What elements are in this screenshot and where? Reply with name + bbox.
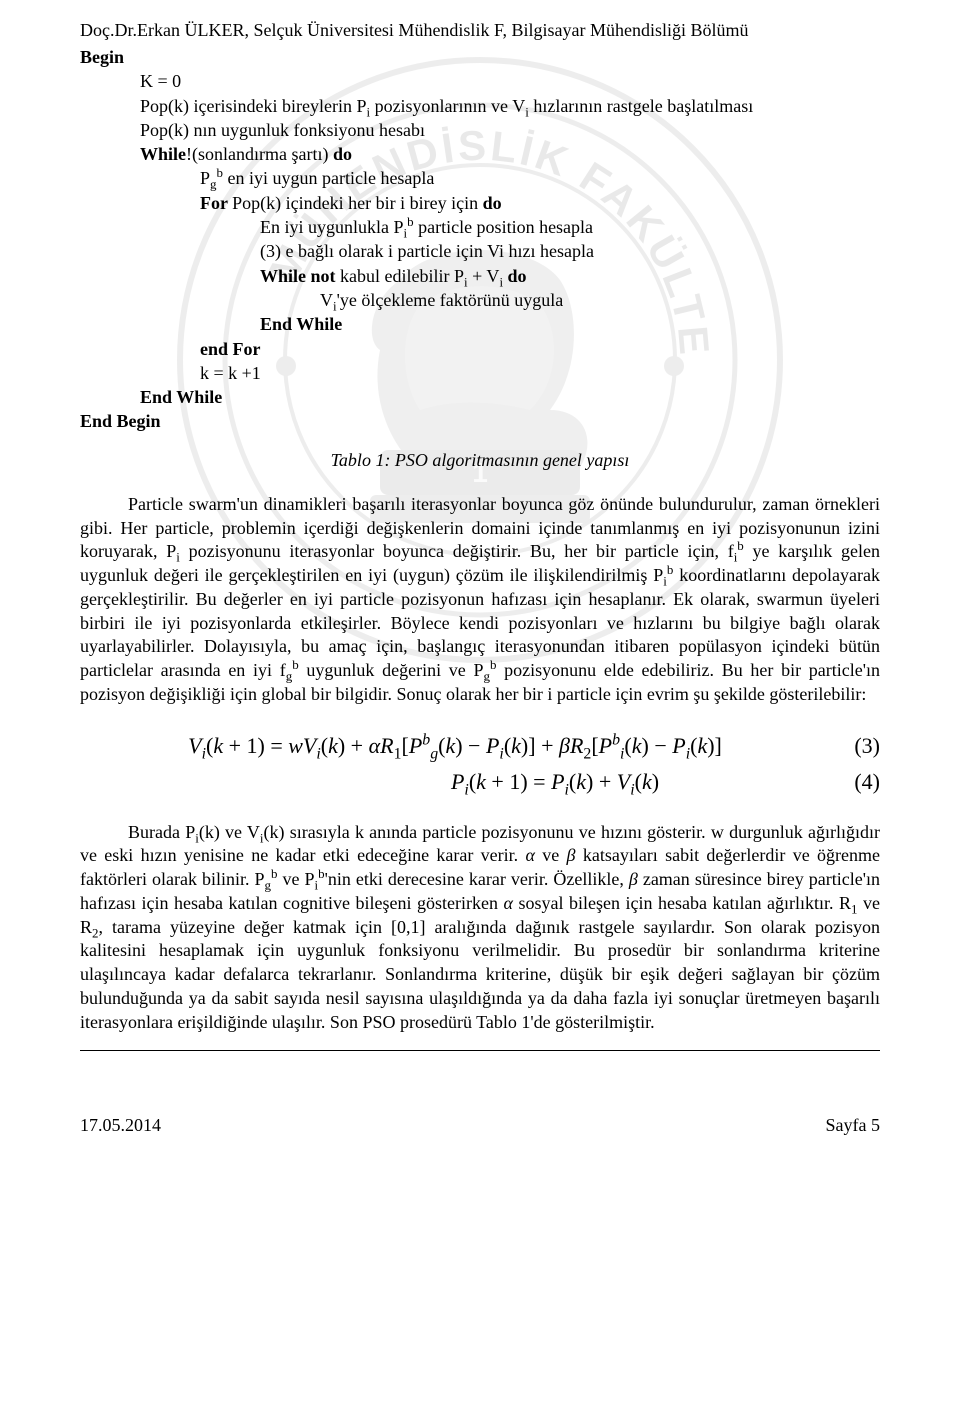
formula-block: Vi(k + 1) = wVi(k) + αR1[Pbg(k) − Pi(k)]… [80, 733, 880, 795]
paragraph-1: Particle swarm'un dinamikleri başarılı i… [80, 493, 880, 707]
algo-line: End While [260, 314, 342, 334]
algo-end: End Begin [80, 411, 161, 431]
algo-line: Pgb en iyi uygun particle hesapla [200, 166, 880, 190]
paragraph-2: Burada Pi(k) ve Vi(k) sırasıyla k anında… [80, 821, 880, 1035]
algorithm-block: Begin K = 0 Pop(k) içerisindeki bireyler… [80, 45, 880, 434]
algo-line: (3) e bağlı olarak i particle için Vi hı… [260, 239, 880, 263]
algo-line: Pop(k) içerisindeki bireylerin Pi pozisy… [140, 94, 880, 118]
algo-line: Vi'ye ölçekleme faktörünü uygula [320, 288, 880, 312]
algo-line: k = k +1 [200, 361, 880, 385]
algo-line: For Pop(k) içindeki her bir i birey için… [200, 191, 880, 215]
equation-number-3: (3) [830, 733, 880, 759]
algo-begin: Begin [80, 47, 124, 67]
footer-divider [80, 1050, 880, 1051]
algo-line: Pop(k) nın uygunluk fonksiyonu hesabı [140, 118, 880, 142]
algo-line: End While [140, 387, 222, 407]
algo-line: end For [200, 339, 261, 359]
algo-line: While!(sonlandırma şartı) do [140, 142, 880, 166]
algo-line: En iyi uygunlukla Pib particle position … [260, 215, 880, 239]
page-footer: 17.05.2014 Sayfa 5 [80, 1111, 880, 1136]
footer-date: 17.05.2014 [80, 1115, 161, 1136]
equation-3: Vi(k + 1) = wVi(k) + αR1[Pbg(k) − Pi(k)]… [80, 733, 830, 759]
page-header-author: Doç.Dr.Erkan ÜLKER, Selçuk Üniversitesi … [80, 20, 880, 41]
footer-page-number: Sayfa 5 [826, 1115, 880, 1136]
equation-4: Pi(k + 1) = Pi(k) + Vi(k) [80, 769, 830, 795]
algo-line: K = 0 [140, 69, 880, 93]
equation-number-4: (4) [830, 769, 880, 795]
algo-line: While not kabul edilebilir Pi + Vi do [260, 264, 880, 288]
table-caption: Tablo 1: PSO algoritmasının genel yapısı [80, 450, 880, 471]
